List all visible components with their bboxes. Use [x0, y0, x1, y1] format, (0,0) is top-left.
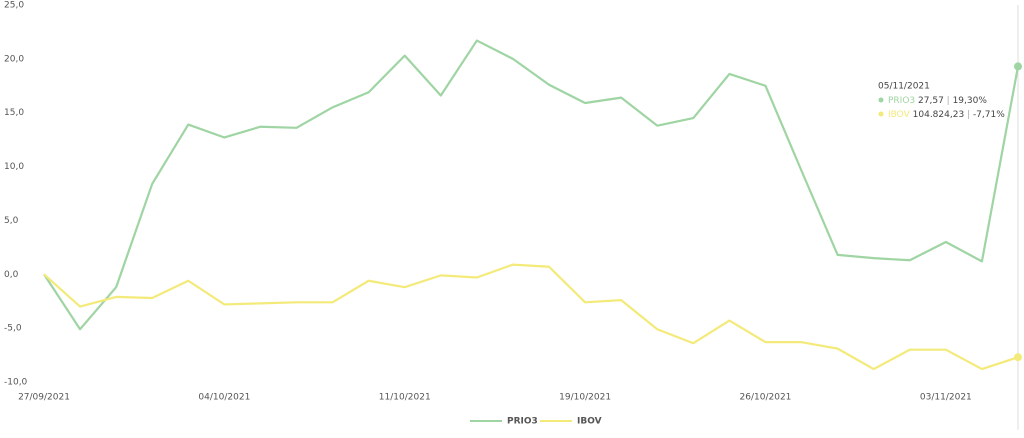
legend-label: PRIO3	[507, 417, 538, 427]
y-tick-label: 20,0	[4, 54, 24, 64]
series-line	[43, 263, 1019, 371]
y-tick-label: 15,0	[4, 108, 24, 118]
tooltip-date: 05/11/2021	[878, 82, 930, 92]
tooltip-text: -7,71%	[973, 110, 1005, 120]
tooltip-dot	[878, 111, 884, 117]
y-tick-label: -10,0	[4, 378, 28, 388]
tooltip-text: IBOV	[888, 110, 911, 120]
x-tick-label: 11/10/2021	[379, 393, 431, 403]
x-tick-label: 04/10/2021	[198, 393, 250, 403]
y-tick-label: -5,0	[4, 324, 22, 334]
tooltip-row: PRIO3 27,57 | 19,30%	[888, 96, 987, 106]
tooltip-text: 27,57	[918, 96, 944, 106]
tooltip-text: 19,30%	[953, 96, 988, 106]
x-tick-label: 03/11/2021	[920, 393, 972, 403]
x-tick-label: 26/10/2021	[740, 393, 792, 403]
series-line	[43, 39, 1020, 331]
tooltip: 05/11/2021 PRIO3 27,57 | 19,30% IBOV 104.…	[878, 82, 1005, 120]
hover-point	[1014, 62, 1022, 71]
hover-point	[1014, 353, 1022, 362]
x-tick-label: 27/09/2021	[18, 393, 70, 403]
y-tick-label: 25,0	[4, 1, 24, 11]
y-tick-label: 0,0	[4, 270, 19, 280]
x-tick-label: 19/10/2021	[559, 393, 611, 403]
separator: |	[964, 110, 973, 120]
tooltip-text: PRIO3	[888, 96, 915, 106]
y-tick-label: 10,0	[4, 162, 24, 172]
separator: |	[944, 96, 953, 106]
tooltip-dot	[878, 97, 884, 103]
tooltip-text: 104.824,23	[913, 110, 965, 120]
legend-label: IBOV	[577, 417, 602, 427]
y-tick-label: 5,0	[4, 216, 19, 226]
tooltip-row: IBOV 104.824,23 | -7,71%	[888, 110, 1005, 120]
